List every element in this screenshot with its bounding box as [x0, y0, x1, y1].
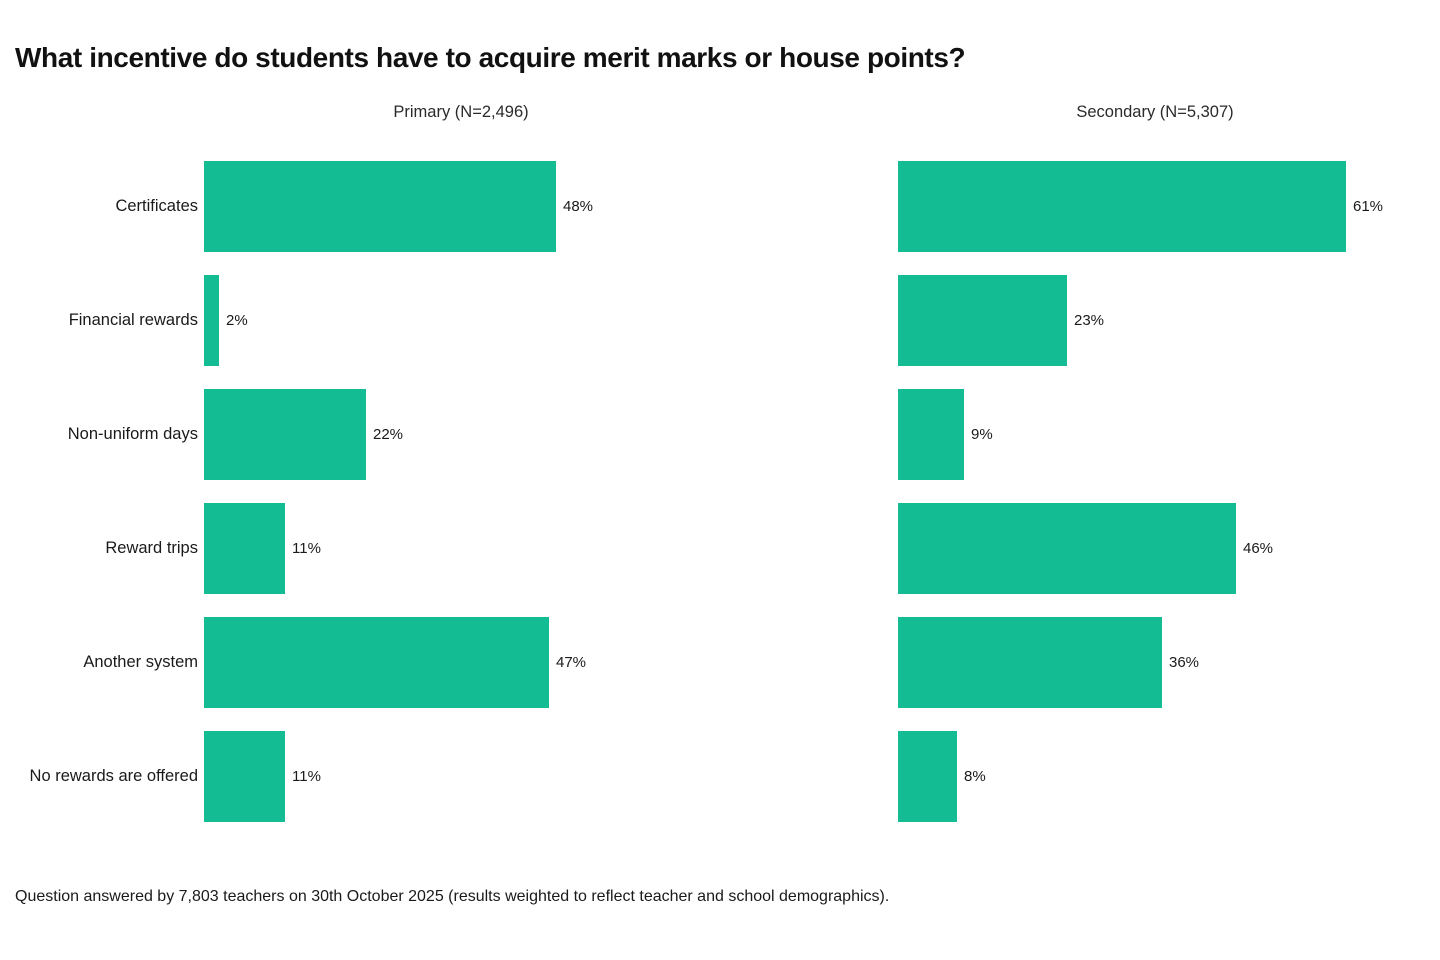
primary-value-label: 48% [563, 198, 594, 215]
chart-title: What incentive do students have to acqui… [15, 42, 966, 73]
bar-chart: Certificates 48% 61% Financial rewards 2% 23%… [0, 161, 1440, 845]
secondary-value-label: 36% [1169, 654, 1200, 671]
chart-row: Financial rewards 2% 23% [0, 275, 1440, 366]
primary-value-label: 11% [292, 540, 321, 557]
secondary-bar [898, 731, 957, 822]
secondary-bar [898, 389, 964, 480]
primary-bar [204, 389, 366, 480]
secondary-bar [898, 275, 1067, 366]
chart-row: Certificates 48% 61% [0, 161, 1440, 252]
chart-row: No rewards are offered 11% 8% [0, 731, 1440, 822]
chart-row: Another system 47% 36% [0, 617, 1440, 708]
secondary-column-header: Secondary (N=5,307) [1076, 103, 1234, 121]
secondary-value-label: 46% [1243, 540, 1274, 557]
secondary-value-label: 9% [971, 426, 993, 443]
primary-value-label: 47% [556, 654, 587, 671]
category-label: Financial rewards [68, 311, 198, 329]
primary-bar [204, 161, 556, 252]
primary-bar [204, 503, 285, 594]
secondary-bar [898, 161, 1346, 252]
category-label: No rewards are offered [29, 767, 198, 785]
primary-bar [204, 731, 285, 822]
chart-row: Reward trips 11% 46% [0, 503, 1440, 594]
category-label: Certificates [115, 197, 198, 215]
category-label: Another system [83, 653, 198, 671]
secondary-value-label: 8% [964, 768, 986, 785]
primary-value-label: 2% [226, 312, 248, 329]
secondary-value-label: 61% [1353, 198, 1384, 215]
primary-value-label: 11% [292, 768, 321, 785]
primary-bar [204, 617, 549, 708]
secondary-value-label: 23% [1074, 312, 1105, 329]
secondary-bar [898, 617, 1162, 708]
chart-row: Non-uniform days 22% 9% [0, 389, 1440, 480]
primary-bar [204, 275, 219, 366]
secondary-bar [898, 503, 1236, 594]
footnote: Question answered by 7,803 teachers on 3… [15, 888, 890, 905]
category-label: Reward trips [105, 539, 198, 557]
primary-value-label: 22% [373, 426, 404, 443]
primary-column-header: Primary (N=2,496) [393, 103, 529, 121]
category-label: Non-uniform days [67, 425, 198, 443]
